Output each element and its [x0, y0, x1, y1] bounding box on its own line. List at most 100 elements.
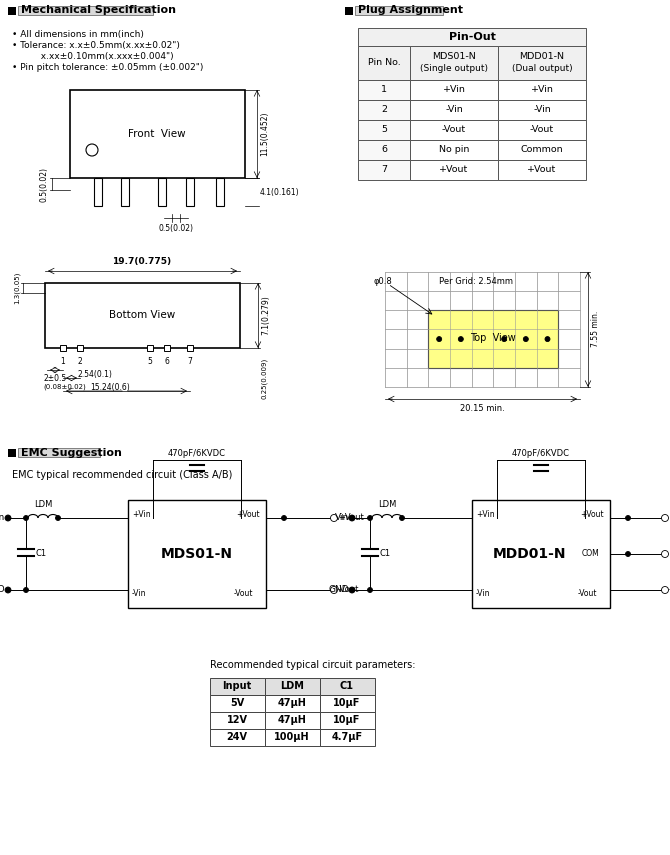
Text: 1: 1 — [60, 357, 66, 367]
Text: (0.08±0.02): (0.08±0.02) — [43, 384, 86, 391]
Circle shape — [23, 587, 29, 593]
Text: +Vin: +Vin — [476, 510, 494, 519]
Bar — [8, 7, 16, 15]
Bar — [320, 712, 375, 729]
Bar — [410, 46, 498, 80]
Text: 2: 2 — [381, 105, 387, 115]
Text: 15.24(0.6): 15.24(0.6) — [90, 383, 130, 392]
Circle shape — [349, 515, 355, 521]
Text: Vin: Vin — [0, 514, 5, 522]
Text: 5: 5 — [381, 126, 387, 134]
Text: COM: COM — [669, 550, 670, 558]
Bar — [498, 120, 586, 140]
Circle shape — [626, 551, 630, 557]
Text: 11.5(0.452): 11.5(0.452) — [260, 112, 269, 156]
Text: 19.7(0.775): 19.7(0.775) — [113, 257, 172, 266]
Text: Top  View: Top View — [470, 333, 516, 344]
Bar — [410, 120, 498, 140]
Text: -Vin: -Vin — [476, 589, 490, 598]
Bar — [210, 695, 265, 712]
Text: • All dimensions in mm(inch): • All dimensions in mm(inch) — [12, 30, 144, 39]
Bar — [18, 6, 153, 15]
Bar — [216, 178, 224, 206]
Bar — [355, 6, 442, 15]
Text: 2: 2 — [78, 357, 82, 367]
Text: Per Grid: 2.54mm: Per Grid: 2.54mm — [439, 277, 513, 286]
Circle shape — [545, 337, 550, 342]
Text: 470pF/6KVDC: 470pF/6KVDC — [168, 449, 226, 458]
Text: -Vout: -Vout — [234, 589, 253, 598]
Text: 4.1(0.161): 4.1(0.161) — [260, 187, 299, 197]
Text: 7.1(0.279): 7.1(0.279) — [261, 295, 270, 335]
Text: 0.5(0.02): 0.5(0.02) — [159, 224, 194, 233]
Text: -Vout: -Vout — [338, 586, 359, 594]
Text: No pin: No pin — [439, 145, 469, 155]
Text: -Vin: -Vin — [533, 105, 551, 115]
Text: 7.55 min.: 7.55 min. — [591, 311, 600, 347]
Bar — [410, 80, 498, 100]
Text: Vin: Vin — [335, 514, 349, 522]
Bar — [186, 178, 194, 206]
Text: COM: COM — [582, 550, 600, 558]
Circle shape — [626, 516, 630, 521]
Circle shape — [502, 337, 507, 342]
Bar — [128, 500, 266, 608]
Circle shape — [458, 337, 464, 342]
Bar — [18, 448, 100, 457]
Bar — [121, 178, 129, 206]
Text: +Vout: +Vout — [580, 510, 604, 519]
Circle shape — [281, 516, 287, 521]
Bar — [45, 283, 240, 348]
Text: 12V: 12V — [226, 715, 247, 725]
Text: • Pin pitch tolerance: ±0.05mm (±0.002"): • Pin pitch tolerance: ±0.05mm (±0.002") — [12, 63, 204, 72]
Text: -Vout: -Vout — [442, 126, 466, 134]
Text: (Dual output): (Dual output) — [512, 64, 572, 74]
Circle shape — [523, 337, 529, 342]
Text: +Vin: +Vin — [443, 86, 466, 95]
Bar — [472, 500, 610, 608]
Text: -Vin: -Vin — [445, 105, 463, 115]
Text: +Vout: +Vout — [669, 514, 670, 522]
Bar — [187, 345, 193, 351]
Text: MDS01-N: MDS01-N — [161, 547, 233, 561]
Circle shape — [437, 337, 442, 342]
Bar — [498, 80, 586, 100]
Bar — [498, 100, 586, 120]
Text: φ0.8: φ0.8 — [373, 277, 392, 286]
Text: Mechanical Specification: Mechanical Specification — [21, 5, 176, 15]
Circle shape — [399, 516, 405, 521]
Bar — [70, 90, 245, 178]
Text: 6: 6 — [381, 145, 387, 155]
Bar — [210, 712, 265, 729]
Text: Recommended typical circuit parameters:: Recommended typical circuit parameters: — [210, 660, 415, 670]
Bar — [320, 678, 375, 695]
Text: 4.7μF: 4.7μF — [332, 732, 362, 742]
Text: 10μF: 10μF — [333, 715, 360, 725]
Text: x.xx±0.10mm(x.xxx±0.004"): x.xx±0.10mm(x.xxx±0.004") — [12, 52, 174, 61]
Bar — [77, 345, 83, 351]
Text: 470pF/6KVDC: 470pF/6KVDC — [512, 449, 570, 458]
Text: LDM: LDM — [378, 500, 396, 509]
Circle shape — [661, 551, 669, 557]
Text: -Vout: -Vout — [669, 586, 670, 594]
Text: 47μH: 47μH — [277, 715, 306, 725]
Circle shape — [5, 587, 11, 593]
Text: Plug Assignment: Plug Assignment — [358, 5, 463, 15]
Bar — [320, 729, 375, 746]
Text: 1: 1 — [381, 86, 387, 95]
Text: 0.25(0.009): 0.25(0.009) — [261, 358, 267, 399]
Text: 47μH: 47μH — [277, 698, 306, 708]
Text: MDD01-N: MDD01-N — [492, 547, 565, 561]
Text: 5V: 5V — [230, 698, 244, 708]
Text: +Vout: +Vout — [338, 514, 364, 522]
Bar — [358, 120, 410, 140]
Text: 7: 7 — [188, 357, 192, 367]
Bar — [320, 695, 375, 712]
Text: • Tolerance: x.x±0.5mm(x.xx±0.02"): • Tolerance: x.x±0.5mm(x.xx±0.02") — [12, 41, 180, 50]
Bar — [8, 449, 16, 457]
Text: 0.5(0.02): 0.5(0.02) — [40, 167, 49, 202]
Text: MDS01-N: MDS01-N — [432, 52, 476, 62]
Circle shape — [349, 587, 355, 593]
Bar — [410, 140, 498, 160]
Text: 6: 6 — [165, 357, 170, 367]
